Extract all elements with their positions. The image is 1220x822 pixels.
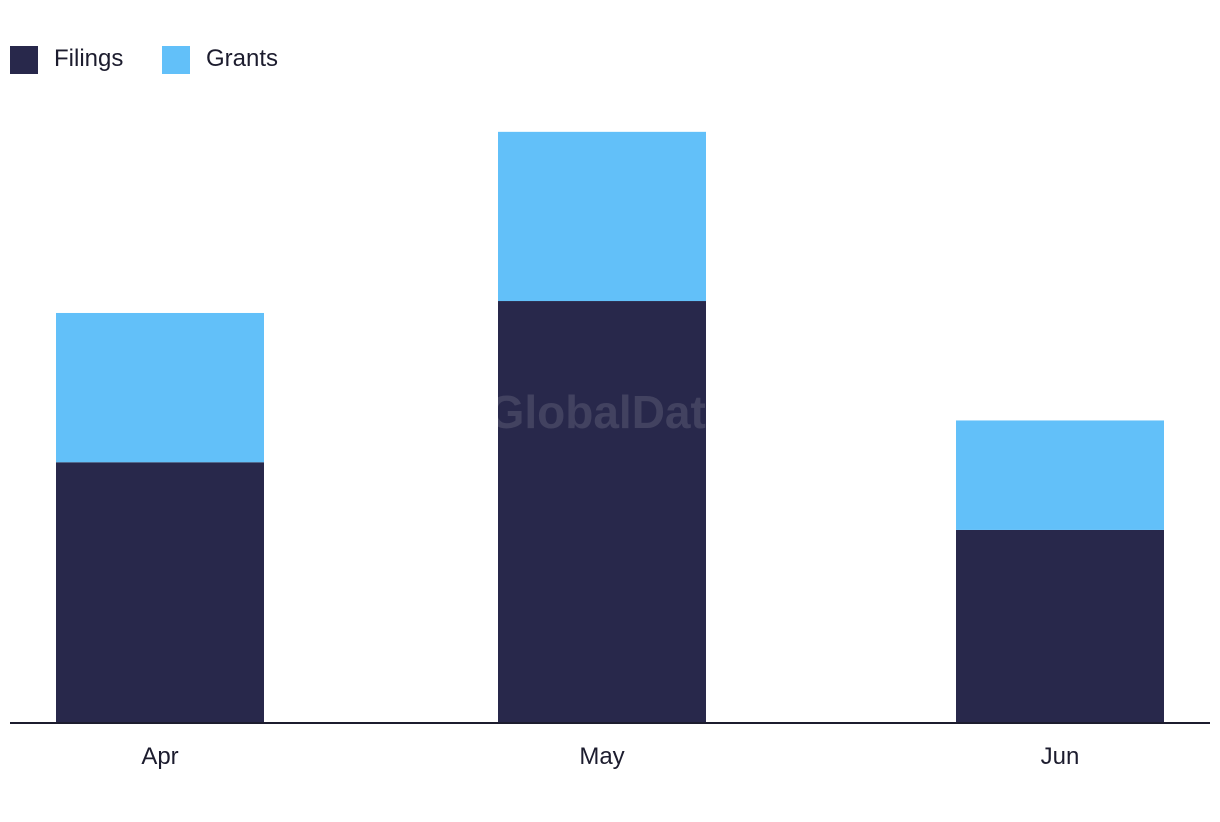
bar-grants-may bbox=[498, 131, 706, 302]
x-tick-label-may: May bbox=[579, 743, 624, 770]
x-tick-labels: Apr May Jun bbox=[141, 743, 1079, 770]
bar-grants-jun bbox=[956, 420, 1164, 530]
legend-swatch-filings bbox=[10, 46, 38, 74]
bar-filings-apr bbox=[56, 462, 264, 723]
legend-label-grants: Grants bbox=[206, 45, 278, 72]
x-tick-label-apr: Apr bbox=[141, 743, 178, 770]
bar-filings-may bbox=[498, 301, 706, 723]
bars bbox=[56, 131, 1164, 723]
bar-filings-jun bbox=[956, 529, 1164, 723]
legend-swatch-grants bbox=[162, 46, 190, 74]
watermark: GlobalData bbox=[489, 386, 732, 438]
bar-grants-apr bbox=[56, 312, 264, 463]
legend-label-filings: Filings bbox=[54, 45, 123, 72]
x-tick-label-jun: Jun bbox=[1041, 743, 1080, 770]
legend: Filings Grants bbox=[10, 45, 278, 74]
